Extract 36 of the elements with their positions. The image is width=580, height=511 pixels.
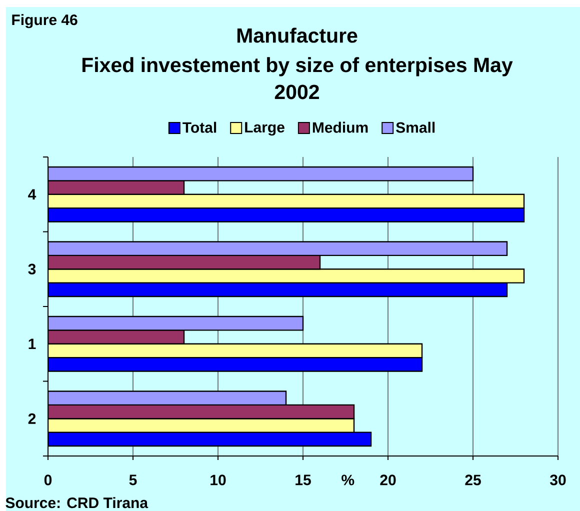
bar [48,268,525,284]
x-tick-label: 0 [44,474,52,486]
bar [48,166,474,182]
bar [48,180,185,195]
y-tick-label: 1 [28,338,36,350]
bar [48,241,508,256]
bar [48,207,525,222]
bar [48,194,525,209]
caption: Figure 46 [12,14,78,28]
bar [48,390,287,406]
bar [48,356,423,372]
x-tick-label: 30 [550,474,566,486]
x-tick-label: 5 [129,474,137,486]
x-tick-label: 25 [465,474,481,486]
x-axis-title: % [342,474,354,486]
bar [48,418,355,433]
legend-label: Total [182,122,216,133]
source-note: Source: CRD Tirana [6,497,148,508]
bar [48,432,372,447]
bar [48,330,185,344]
bar [48,316,304,331]
chart-subtitle: Fixed investement by size of enterpises May 2002 [82,57,513,100]
x-tick-label: 10 [210,474,226,486]
bar [48,254,321,270]
legend-label: Medium [312,122,368,133]
y-tick-label: 4 [28,189,36,200]
bar [48,282,508,298]
legend-label: Small [396,122,435,133]
x-tick-label: 15 [296,474,311,486]
x-tick-label: 20 [380,474,396,486]
bar [48,404,355,420]
y-tick-label: 3 [28,264,36,274]
legend-label: Large [245,122,284,136]
bar [48,343,423,358]
chart-title: Manufacture [237,28,358,43]
y-tick-label: 2 [28,413,36,424]
